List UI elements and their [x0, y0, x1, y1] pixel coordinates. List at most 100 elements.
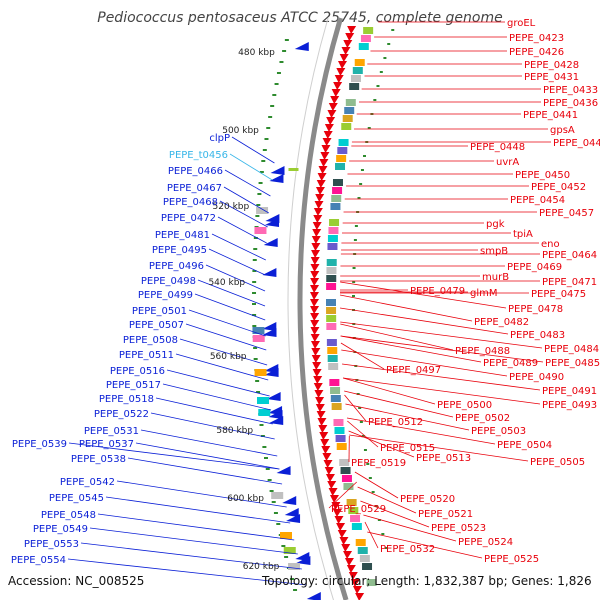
reverse-gene-label: PEPE_0548	[41, 510, 96, 521]
forward-label-leader	[342, 377, 436, 405]
scale-tick-label: 500 kbp	[222, 126, 259, 136]
reverse-gene-arrow	[265, 218, 280, 227]
reverse-gene-arrow	[284, 508, 299, 517]
forward-gene-arrow	[313, 208, 323, 216]
reverse-gene-label: PEPE_0537	[79, 439, 134, 450]
forward-gene-arrow	[310, 306, 320, 314]
reverse-label-leader	[223, 186, 269, 214]
forward-gene-label: PEPE_0423	[509, 33, 564, 44]
forward-gene-label: PEPE_0448	[470, 142, 525, 153]
forward-gene-label: PEPE_0512	[368, 417, 423, 428]
forward-gene-arrow	[341, 544, 351, 552]
forward-gene-arrow	[336, 68, 346, 76]
forward-gene-arrow	[313, 215, 323, 223]
forward-gene-arrow	[343, 551, 353, 559]
scale-tick-label: 560 kbp	[210, 352, 247, 362]
forward-gene-arrow	[322, 138, 332, 146]
forward-gene-label: glmM	[470, 288, 498, 299]
forward-gene-label: PEPE_0485	[545, 358, 600, 369]
forward-gene-arrow	[310, 313, 320, 321]
forward-gene-label: PEPE_0450	[515, 170, 570, 181]
reverse-gene-label: PEPE_0554	[11, 555, 66, 566]
forward-gene-label: PEPE_0475	[531, 289, 586, 300]
cog-category-box	[329, 219, 340, 226]
cog-category-box	[354, 59, 365, 66]
forward-gene-arrow	[315, 397, 325, 405]
forward-gene-label: tpiA	[513, 229, 533, 240]
cog-category-box	[271, 492, 284, 499]
forward-gene-label: PEPE_0490	[509, 372, 564, 383]
forward-gene-label: PEPE_0452	[531, 182, 586, 193]
forward-gene-arrow	[310, 257, 320, 265]
cog-category-box	[330, 387, 341, 394]
forward-gene-arrow	[311, 341, 321, 349]
cog-category-box	[341, 123, 352, 130]
reverse-gene-arrow	[276, 466, 291, 475]
forward-gene-arrow	[317, 173, 327, 181]
forward-label-leader	[360, 500, 430, 528]
forward-gene-arrow	[311, 250, 321, 258]
forward-label-leader	[354, 471, 399, 499]
reverse-label-leader	[185, 323, 267, 351]
reverse-gene-arrow	[282, 496, 297, 505]
forward-gene-label: PEPE_0513	[416, 453, 471, 464]
cog-category-box	[326, 323, 337, 330]
forward-label-leader	[348, 430, 415, 458]
cog-category-box	[362, 563, 373, 570]
forward-label-leader	[342, 377, 541, 405]
forward-gene-arrow	[319, 432, 329, 440]
reverse-gene-arrow	[294, 42, 309, 51]
forward-gene-arrow	[332, 509, 342, 517]
forward-gene-label: PEPE_0491	[542, 386, 597, 397]
forward-gene-label: gpsA	[550, 125, 575, 136]
forward-gene-label: PEPE_0493	[542, 400, 597, 411]
forward-gene-arrow	[312, 369, 322, 377]
forward-label-leader	[339, 307, 509, 335]
reverse-label-leader	[217, 216, 267, 244]
cog-category-box	[340, 467, 351, 474]
forward-gene-label: PEPE_0488	[455, 346, 510, 357]
reverse-label-leader	[135, 442, 280, 470]
reverse-label-leader	[208, 248, 266, 276]
reverse-label-leader	[89, 527, 298, 555]
forward-gene-arrow	[328, 103, 338, 111]
scale-tick-label: 580 kbp	[216, 426, 253, 436]
forward-gene-arrow	[314, 390, 324, 398]
reverse-label-leader	[150, 412, 275, 440]
forward-gene-label: PEPE_0428	[524, 60, 579, 71]
forward-gene-arrow	[345, 33, 355, 41]
forward-label-leader	[347, 420, 379, 448]
forward-gene-arrow	[324, 467, 334, 475]
cog-category-box	[328, 227, 339, 234]
forward-gene-label: PEPE_0483	[510, 330, 565, 341]
forward-gene-arrow	[310, 264, 320, 272]
cog-category-box	[327, 235, 338, 242]
forward-gene-arrow	[330, 96, 340, 104]
cog-category-box	[331, 195, 342, 202]
forward-gene-arrow	[321, 145, 331, 153]
cog-category-box	[344, 107, 355, 114]
forward-gene-arrow	[331, 89, 341, 97]
cog-category-box	[327, 243, 338, 250]
cog-category-box	[326, 299, 337, 306]
forward-label-leader	[339, 294, 473, 322]
forward-gene-label: PEPE_0433	[543, 85, 598, 96]
forward-gene-arrow	[311, 348, 321, 356]
reverse-gene-label: PEPE_0495	[152, 245, 207, 256]
reverse-label-leader	[68, 442, 280, 470]
forward-gene-label: PEPE_0519	[351, 458, 406, 469]
reverse-gene-label: PEPE_0539	[12, 439, 67, 450]
cog-category-box	[280, 532, 293, 539]
reverse-gene-arrow	[296, 556, 311, 565]
forward-gene-label: PEPE_0504	[497, 440, 552, 451]
forward-gene-arrow	[339, 537, 349, 545]
forward-gene-arrow	[327, 110, 337, 118]
cog-category-box	[252, 327, 265, 334]
reverse-gene-label: PEPE_0531	[84, 426, 139, 437]
forward-gene-arrow	[319, 159, 329, 167]
reverse-gene-arrow	[262, 322, 277, 331]
reverse-label-leader	[116, 480, 287, 508]
cog-category-box	[349, 83, 360, 90]
forward-gene-label: pgk	[486, 219, 505, 230]
